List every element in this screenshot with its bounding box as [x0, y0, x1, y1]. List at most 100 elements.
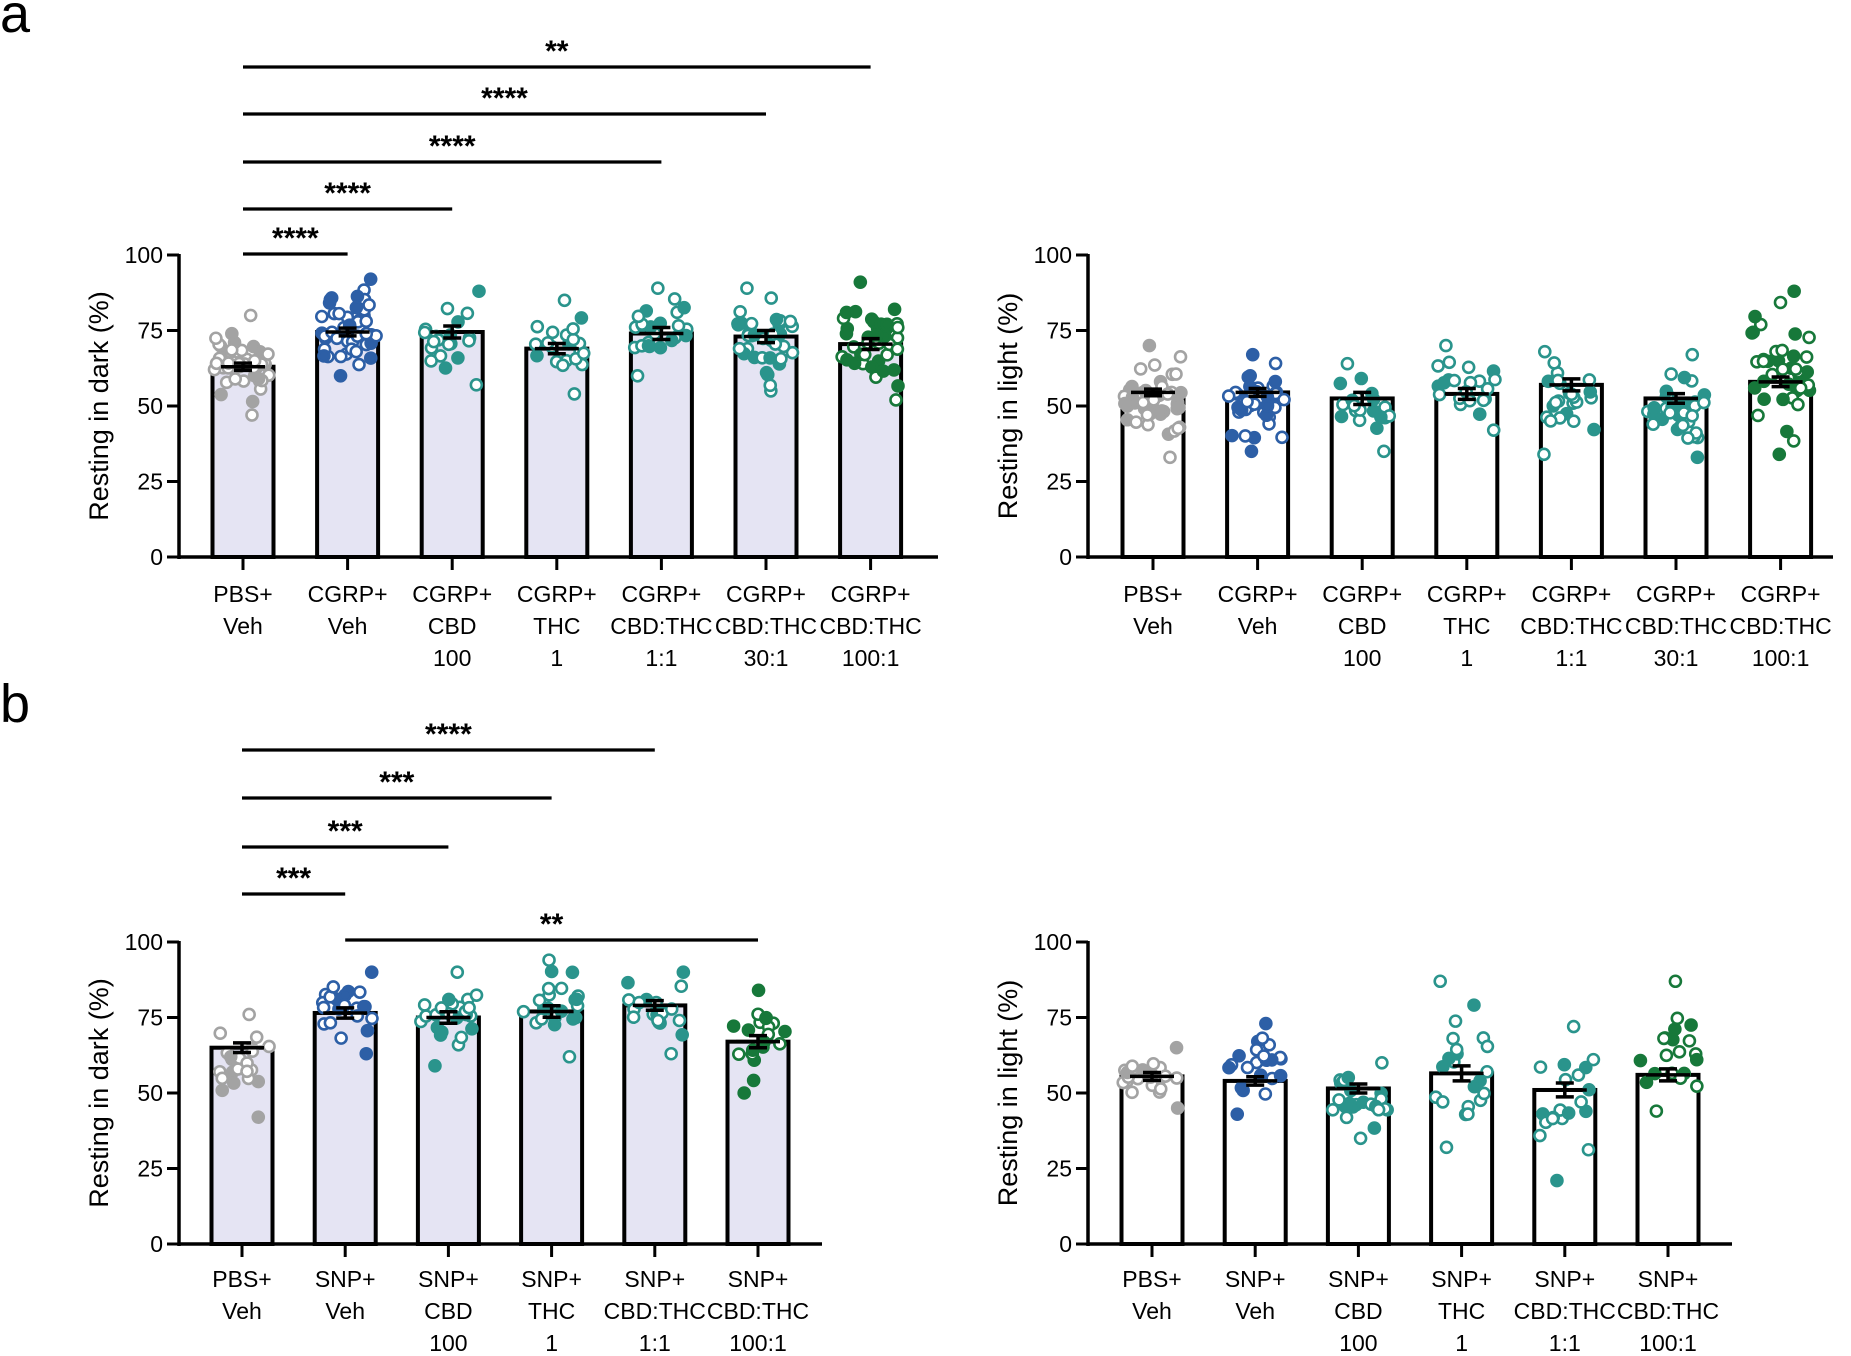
data-point: [1791, 397, 1805, 412]
x-tick-label: Veh: [325, 1298, 365, 1324]
data-point: [1146, 1056, 1161, 1071]
x-tick-label: 1:1: [1549, 1330, 1581, 1356]
data-point: [667, 292, 682, 306]
y-tick-label: 25: [137, 469, 163, 495]
data-point: [251, 1110, 266, 1124]
data-point: [567, 387, 582, 401]
significance-label: **: [540, 908, 564, 941]
y-tick-label: 0: [1059, 1231, 1072, 1257]
x-tick-label: CBD: [1338, 613, 1387, 639]
data-point: [1129, 415, 1143, 429]
data-point: [1659, 1048, 1674, 1063]
data-point: [1690, 450, 1705, 465]
x-tick-label: CBD:THC: [715, 613, 817, 639]
data-point: [363, 272, 378, 286]
data-point: [1689, 1052, 1704, 1067]
data-point: [1447, 373, 1462, 388]
data-point: [317, 349, 331, 363]
data-point: [333, 349, 348, 364]
panel-letter-a: a: [0, 0, 31, 44]
x-tick-label: CGRP+: [412, 581, 492, 607]
data-point: [1275, 430, 1289, 445]
data-point: [1461, 1107, 1475, 1121]
data-point: [215, 1071, 230, 1086]
data-point: [349, 300, 364, 315]
data-point: [1222, 1060, 1236, 1075]
data-point: [462, 1000, 476, 1015]
data-point: [1663, 406, 1677, 420]
x-tick-label: 100:1: [1752, 645, 1810, 671]
data-point: [364, 965, 379, 980]
x-tick-label: CGRP+: [308, 581, 388, 607]
x-tick-label: THC: [528, 1298, 575, 1324]
data-point: [469, 988, 484, 1002]
data-point: [352, 357, 366, 372]
data-point: [847, 356, 862, 371]
data-point: [215, 1083, 230, 1098]
bar: [519, 1009, 585, 1247]
data-point: [1341, 1070, 1356, 1085]
data-point: [1163, 450, 1177, 465]
data-point: [1480, 1039, 1495, 1054]
data-point: [1682, 1034, 1697, 1048]
y-axis-label: Resting in dark (%): [84, 978, 114, 1208]
data-point: [1439, 338, 1453, 353]
y-tick-label: 100: [1034, 929, 1072, 955]
data-point: [740, 281, 754, 296]
data-point: [731, 316, 745, 331]
data-point: [1377, 444, 1391, 459]
data-point: [1775, 343, 1789, 358]
x-tick-label: 100: [1339, 1330, 1377, 1356]
data-point: [626, 1010, 641, 1025]
x-tick-label: Veh: [223, 613, 263, 639]
data-point: [1685, 409, 1699, 423]
x-tick-label: CGRP+: [831, 581, 911, 607]
x-tick-label: 1: [545, 1330, 558, 1356]
data-point: [357, 999, 371, 1014]
data-point: [759, 1011, 773, 1026]
data-point: [1260, 399, 1275, 413]
data-point: [641, 339, 656, 353]
data-point: [774, 351, 788, 366]
significance-label: ***: [276, 862, 311, 895]
significance-label: ****: [425, 718, 472, 751]
y-tick-label: 0: [150, 544, 163, 570]
x-tick-label: Veh: [1238, 613, 1278, 639]
data-point: [454, 1030, 469, 1045]
x-tick-label: CBD:THC: [1625, 613, 1727, 639]
y-tick-label: 75: [1046, 1005, 1072, 1031]
x-tick-label: 100: [429, 1330, 467, 1356]
x-tick-label: CBD:THC: [707, 1298, 809, 1324]
data-point: [359, 314, 374, 329]
data-point: [424, 354, 438, 368]
data-point: [1133, 362, 1148, 376]
data-point: [350, 289, 365, 304]
data-point: [1668, 974, 1683, 989]
x-tick-label: CBD: [424, 1298, 473, 1324]
data-point: [1690, 1079, 1704, 1093]
data-point: [547, 1017, 562, 1032]
data-point: [880, 317, 894, 332]
data-point: [1550, 1173, 1564, 1188]
x-tick-label: PBS+: [212, 1266, 271, 1292]
y-tick-label: 75: [1046, 318, 1072, 344]
data-point: [451, 351, 465, 365]
x-tick-label: Veh: [1235, 1298, 1275, 1324]
data-point: [1557, 1057, 1572, 1072]
data-point: [1647, 401, 1661, 415]
x-tick-label: CBD:THC: [1729, 613, 1831, 639]
data-point: [428, 1059, 442, 1073]
data-point: [1258, 1087, 1273, 1101]
data-point: [1681, 431, 1695, 445]
data-point: [726, 1019, 741, 1033]
data-point: [569, 992, 584, 1007]
x-tick-label: CGRP+: [1531, 581, 1611, 607]
data-point: [365, 1011, 379, 1026]
data-point: [751, 983, 766, 998]
data-point: [1537, 447, 1551, 462]
x-tick-label: SNP+: [1431, 1266, 1492, 1292]
data-point: [1353, 1131, 1368, 1146]
y-tick-label: 50: [137, 393, 163, 419]
data-point: [783, 314, 798, 329]
